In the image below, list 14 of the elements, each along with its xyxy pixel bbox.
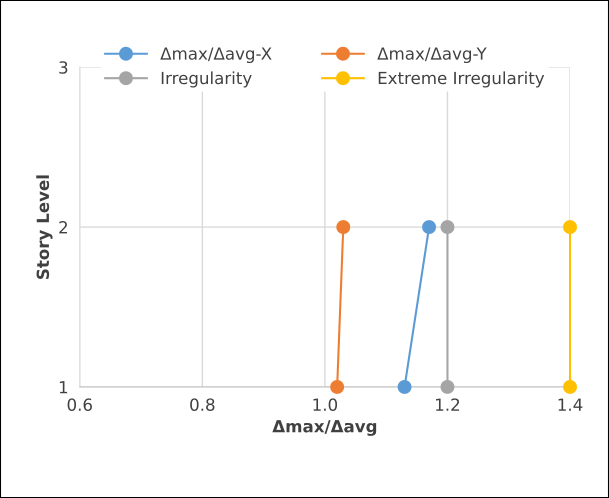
- legend-label: Δmax/Δavg-Y: [377, 47, 487, 64]
- y-axis-title: Story Level: [36, 175, 53, 279]
- y-tick-label: 1: [60, 381, 68, 394]
- y-tick-label: 3: [59, 61, 68, 74]
- x-tick-label: 1.2: [436, 398, 460, 411]
- x-tick-label: 1.4: [558, 398, 582, 411]
- x-tick-label: 1.0: [313, 398, 338, 411]
- x-tick-label: 0.8: [190, 398, 214, 411]
- x-tick-label: 0.6: [68, 398, 92, 411]
- legend-label: Extreme Irregularity: [378, 71, 544, 88]
- legend-label: Δmax/Δavg-X: [160, 47, 272, 64]
- x-axis-title: Δmax/Δavg: [272, 420, 376, 436]
- legend-label: Irregularity: [162, 71, 252, 88]
- y-tick-label: 2: [59, 221, 67, 234]
